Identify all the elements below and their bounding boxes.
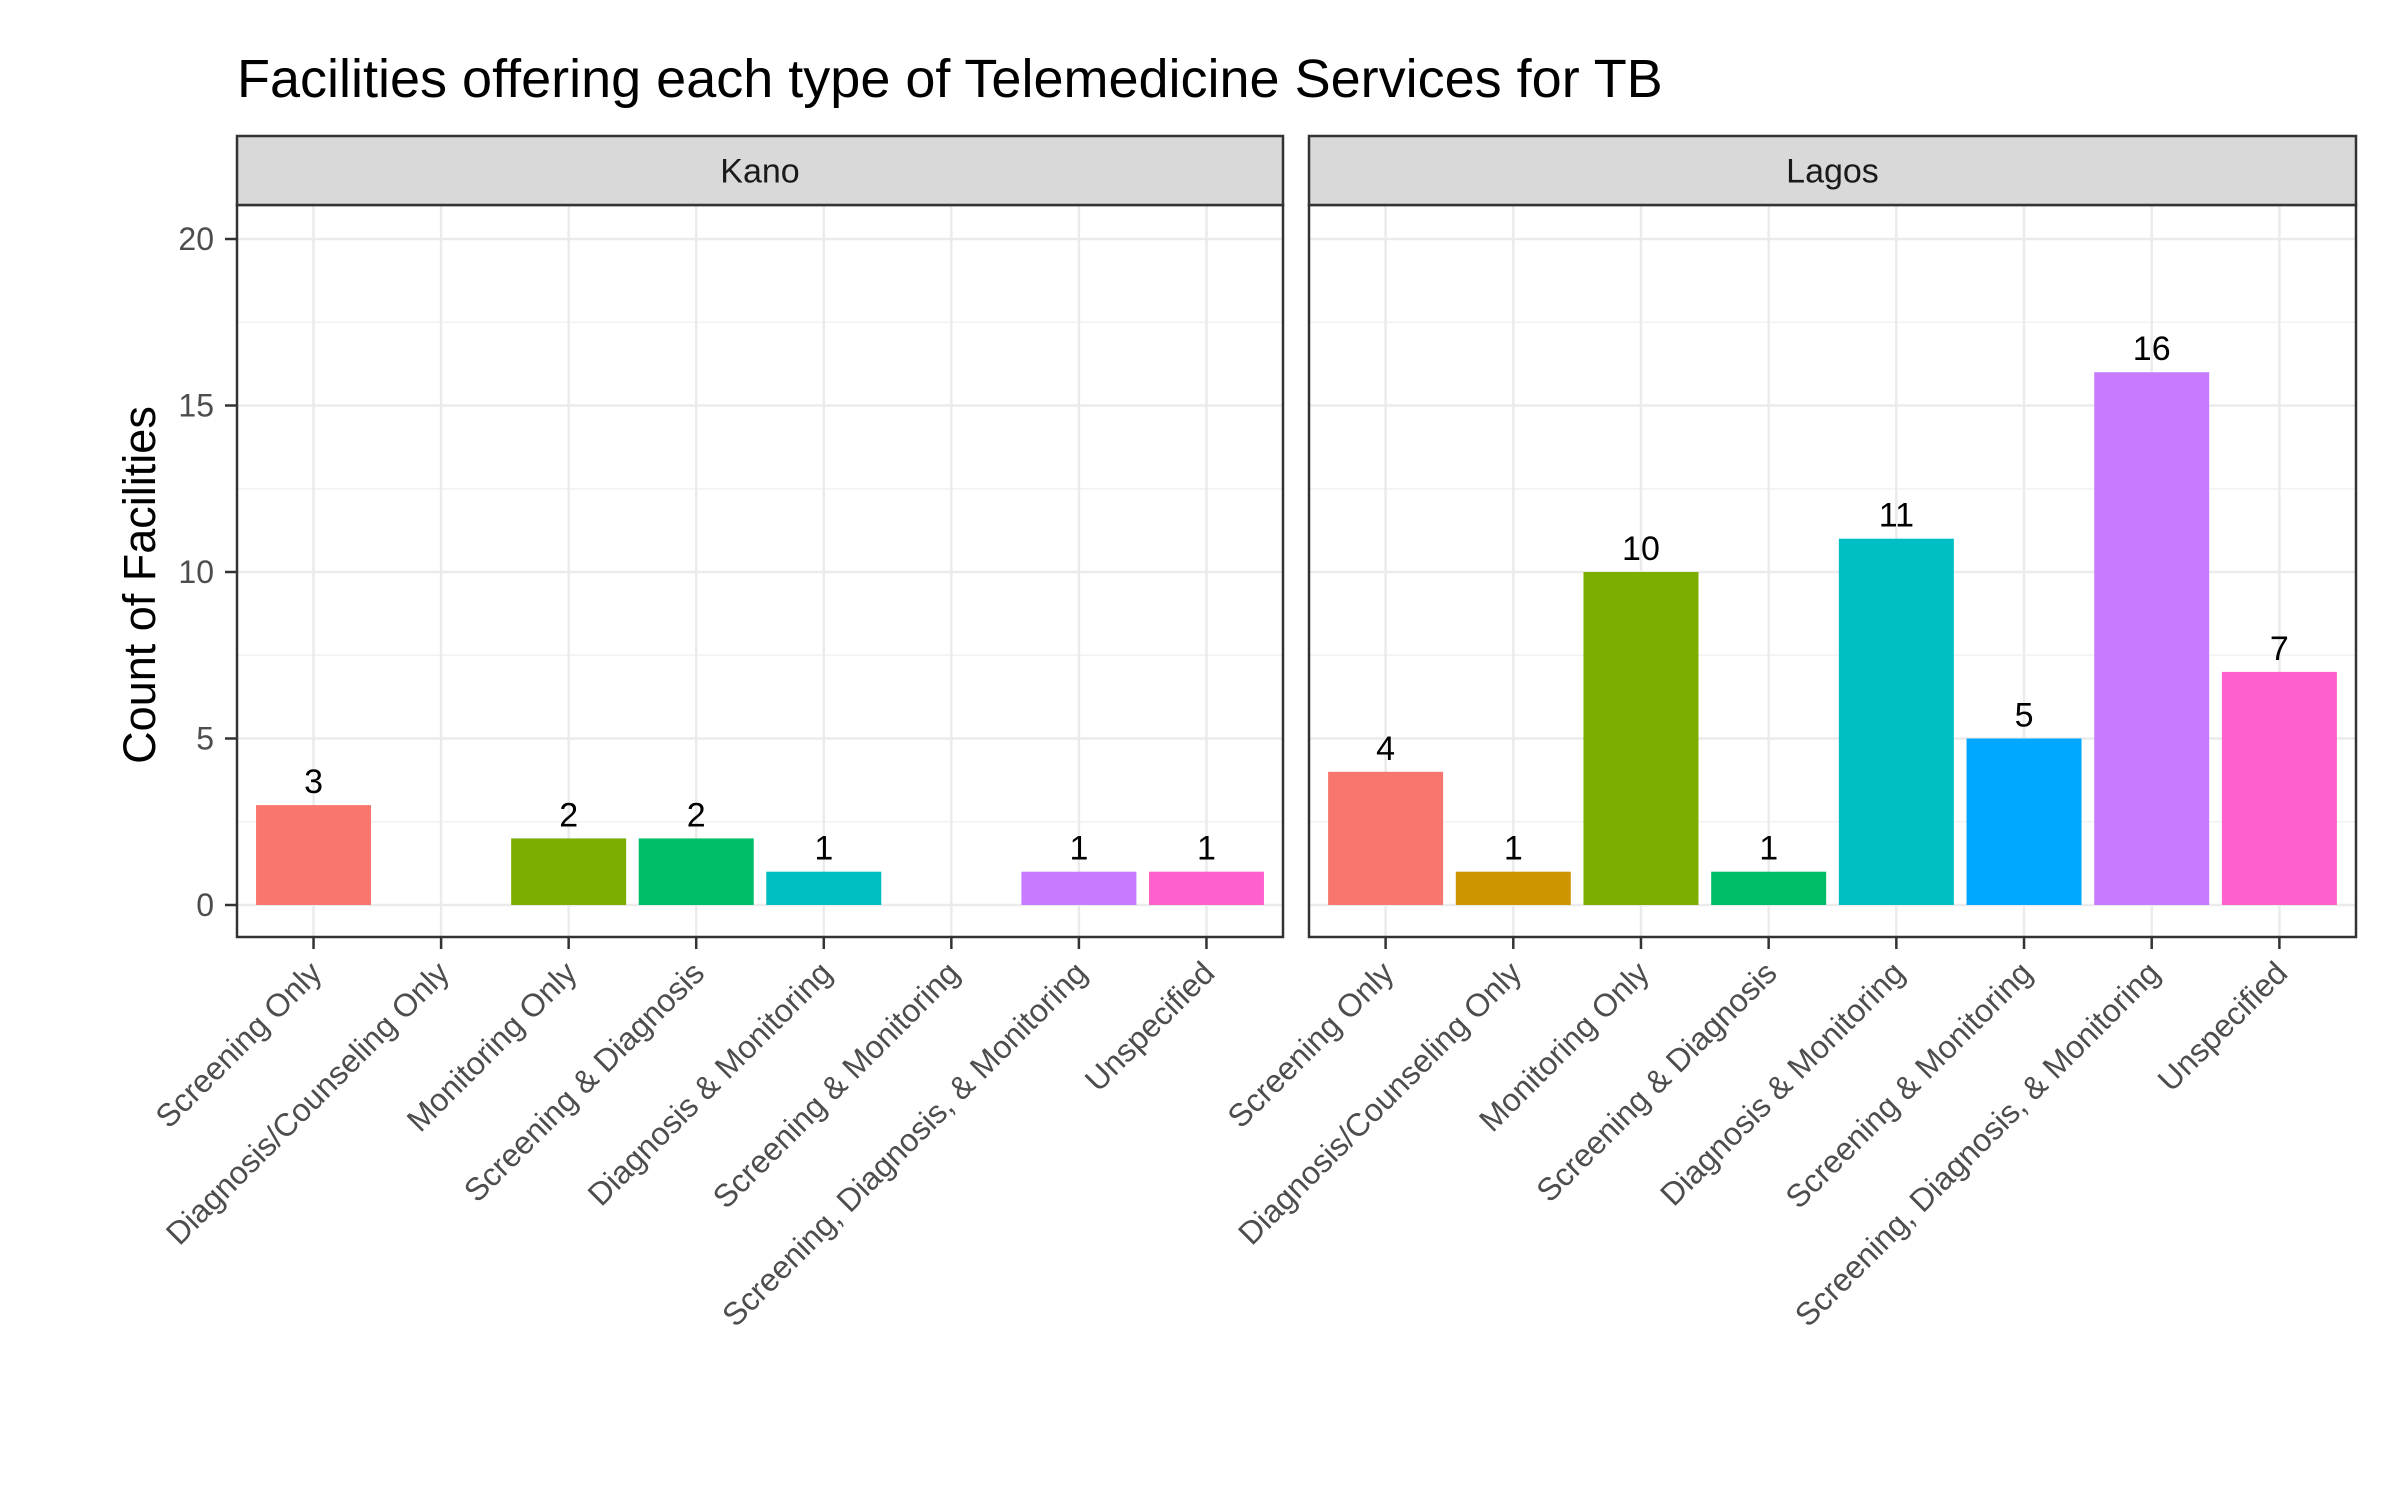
bar-lagos-diagnosis-counseling-only: [1455, 871, 1571, 905]
facet-label-lagos: Lagos: [1786, 153, 1879, 191]
bar-kano-monitoring-only: [511, 838, 627, 905]
data-label-kano-diagnosis-monitoring: 1: [814, 830, 833, 868]
bar-lagos-unspecified: [2221, 671, 2337, 905]
bar-kano-screening-only: [256, 805, 372, 905]
x-tick-label-lagos-screening-diagnosis: Screening & Diagnosis: [1529, 954, 1783, 1208]
bar-lagos-monitoring-only: [1583, 572, 1699, 905]
data-label-lagos-screening-diagnosis: 1: [1759, 830, 1778, 868]
data-label-lagos-screening-only: 4: [1376, 730, 1395, 768]
data-label-kano-screening-diagnosis: 2: [687, 796, 706, 834]
x-tick-label-lagos-screening-monitoring: Screening & Monitoring: [1778, 954, 2039, 1215]
data-label-lagos-unspecified: 7: [2270, 630, 2289, 668]
bar-lagos-screening-diagnosis-monitoring: [2094, 372, 2210, 905]
data-label-lagos-screening-monitoring: 5: [2015, 697, 2034, 735]
bar-kano-screening-diagnosis: [638, 838, 754, 905]
facet-strip-kano: [235, 134, 1285, 207]
bar-kano-screening-diagnosis-monitoring: [1021, 871, 1137, 905]
y-axis-title: Count of Facilities: [114, 406, 165, 764]
facet-strip-lagos: [1307, 134, 2358, 207]
bar-kano-diagnosis-monitoring: [766, 871, 882, 905]
x-tick-label-kano-unspecified: Unspecified: [1078, 954, 1222, 1098]
bar-lagos-diagnosis-monitoring: [1838, 538, 1954, 905]
data-label-kano-unspecified: 1: [1197, 830, 1216, 868]
x-tick-label-lagos-diagnosis-monitoring: Diagnosis & Monitoring: [1653, 954, 1911, 1212]
data-label-lagos-diagnosis-counseling-only: 1: [1504, 830, 1523, 868]
bar-lagos-screening-only: [1328, 771, 1444, 905]
y-tick-label: 5: [196, 721, 214, 757]
y-tick-label: 20: [178, 221, 214, 257]
bar-lagos-screening-monitoring: [1966, 738, 2082, 905]
x-tick-label-kano-diagnosis-monitoring: Diagnosis & Monitoring: [581, 954, 839, 1212]
data-label-lagos-screening-diagnosis-monitoring: 16: [2133, 330, 2171, 368]
x-tick-label-kano-screening-monitoring: Screening & Monitoring: [706, 954, 967, 1215]
bar-lagos-screening-diagnosis: [1711, 871, 1827, 905]
data-label-kano-screening-diagnosis-monitoring: 1: [1069, 830, 1088, 868]
data-label-kano-monitoring-only: 2: [559, 796, 578, 834]
facet-label-kano: Kano: [720, 153, 799, 191]
y-tick-label: 0: [196, 887, 214, 923]
bar-kano-unspecified: [1148, 871, 1264, 905]
data-label-kano-screening-only: 3: [304, 763, 323, 801]
x-tick-label-lagos-unspecified: Unspecified: [2151, 954, 2295, 1098]
data-label-lagos-monitoring-only: 10: [1622, 530, 1660, 568]
data-label-lagos-diagnosis-monitoring: 11: [1879, 497, 1914, 535]
chart-title: Facilities offering each type of Telemed…: [237, 49, 1663, 109]
y-tick-label: 15: [178, 388, 214, 424]
y-tick-label: 10: [178, 554, 214, 590]
x-tick-label-kano-screening-diagnosis: Screening & Diagnosis: [457, 954, 711, 1208]
